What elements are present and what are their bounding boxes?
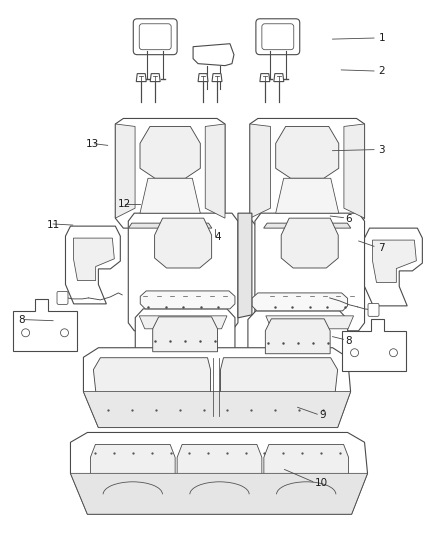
Polygon shape (281, 218, 338, 268)
Polygon shape (115, 118, 225, 228)
Polygon shape (193, 44, 234, 66)
FancyBboxPatch shape (256, 19, 300, 55)
FancyBboxPatch shape (133, 19, 177, 55)
Polygon shape (140, 126, 200, 178)
Polygon shape (250, 118, 364, 228)
FancyBboxPatch shape (368, 303, 379, 317)
Polygon shape (250, 124, 271, 218)
Polygon shape (264, 223, 351, 228)
Polygon shape (252, 293, 348, 311)
Polygon shape (71, 432, 367, 514)
Polygon shape (266, 316, 353, 329)
Circle shape (60, 329, 68, 337)
Polygon shape (276, 126, 339, 178)
Circle shape (389, 349, 397, 357)
Polygon shape (140, 178, 200, 213)
Polygon shape (265, 319, 330, 354)
Polygon shape (115, 124, 135, 218)
Text: 6: 6 (346, 214, 352, 224)
Text: 10: 10 (315, 478, 328, 488)
Polygon shape (135, 309, 235, 367)
Polygon shape (153, 317, 218, 352)
Polygon shape (260, 74, 270, 82)
Polygon shape (155, 218, 212, 268)
Circle shape (21, 329, 30, 337)
Polygon shape (255, 213, 364, 331)
Polygon shape (139, 316, 227, 329)
Text: 9: 9 (319, 410, 326, 420)
Text: 13: 13 (86, 139, 99, 149)
Text: 1: 1 (378, 33, 385, 43)
Polygon shape (90, 445, 175, 499)
Polygon shape (274, 74, 284, 82)
Polygon shape (344, 124, 364, 218)
Polygon shape (128, 213, 238, 331)
FancyBboxPatch shape (57, 292, 68, 304)
FancyBboxPatch shape (262, 24, 294, 50)
Polygon shape (128, 223, 212, 228)
Text: 3: 3 (378, 144, 385, 155)
Text: 7: 7 (378, 243, 385, 253)
Polygon shape (83, 392, 350, 427)
Polygon shape (150, 74, 160, 82)
Polygon shape (364, 228, 422, 306)
Polygon shape (212, 74, 222, 82)
Polygon shape (372, 240, 417, 282)
Polygon shape (238, 213, 252, 318)
Text: 8: 8 (346, 336, 352, 346)
Polygon shape (177, 445, 262, 499)
Polygon shape (205, 124, 225, 218)
Polygon shape (248, 311, 348, 369)
FancyBboxPatch shape (139, 24, 171, 50)
Polygon shape (93, 358, 211, 416)
Polygon shape (276, 178, 339, 213)
Polygon shape (66, 226, 120, 304)
Polygon shape (264, 445, 349, 499)
Text: 12: 12 (118, 199, 131, 209)
Polygon shape (13, 299, 78, 351)
Circle shape (350, 349, 359, 357)
Text: 11: 11 (46, 220, 60, 230)
Polygon shape (198, 74, 208, 82)
Text: 4: 4 (215, 232, 221, 243)
Polygon shape (83, 348, 350, 427)
Polygon shape (136, 74, 146, 82)
Polygon shape (220, 358, 338, 416)
Text: 2: 2 (378, 66, 385, 76)
Polygon shape (71, 473, 367, 514)
Polygon shape (342, 319, 406, 370)
Polygon shape (74, 238, 114, 280)
Polygon shape (140, 291, 235, 309)
Text: 8: 8 (18, 314, 25, 325)
